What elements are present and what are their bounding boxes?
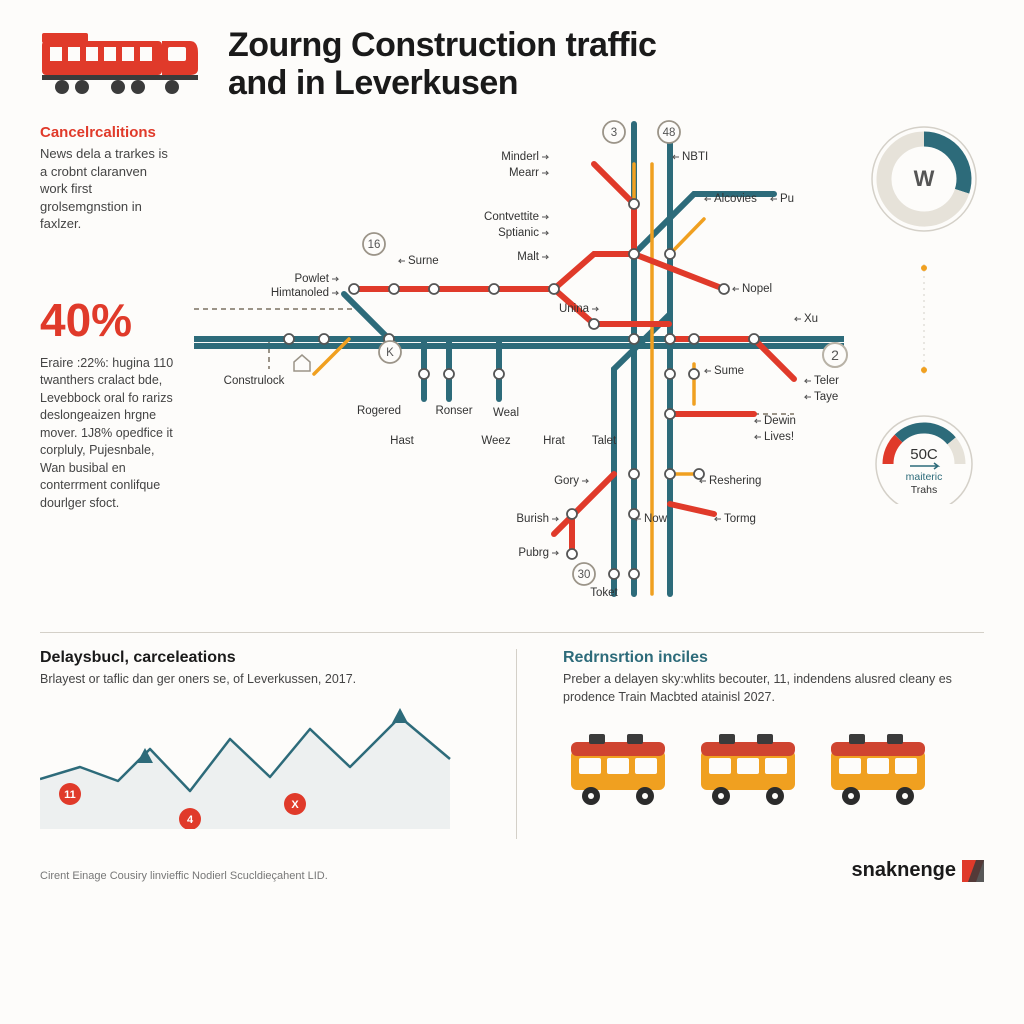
svg-text:Alcovies: Alcovies: [714, 193, 757, 205]
map-badge-2: 2: [822, 342, 848, 368]
svg-text:3: 3: [611, 127, 617, 139]
svg-text:Surne: Surne: [408, 255, 439, 267]
big-percent: 40%: [40, 293, 174, 347]
separator: [40, 632, 984, 633]
svg-text:Hrat: Hrat: [543, 435, 566, 447]
svg-text:Weez: Weez: [481, 435, 510, 447]
svg-text:Powlet: Powlet: [294, 273, 329, 285]
svg-text:Burish: Burish: [516, 513, 549, 525]
transit-map: 3 48 16 K 30 Minderl Mearr NBTI Alcovies Pu Contve…: [194, 114, 844, 614]
svg-text:Sptianic: Sptianic: [498, 227, 539, 239]
svg-text:48: 48: [663, 127, 676, 139]
svg-text:Pu: Pu: [780, 193, 794, 205]
infographic-page: Zourng Construction traffic and in Lever…: [0, 0, 1024, 1024]
svg-text:Construlock: Construlock: [224, 375, 285, 387]
svg-text:Trahs: Trahs: [911, 484, 937, 496]
svg-text:Gory: Gory: [554, 475, 579, 487]
brand-mark-icon: [962, 860, 984, 882]
svg-text:Himtanoled: Himtanoled: [271, 287, 329, 299]
percent-text: Eraire :22%: hugina 110 twanthers cralac…: [40, 355, 174, 513]
svg-text:Toket: Toket: [590, 587, 618, 599]
bus-icon: [563, 728, 673, 808]
svg-text:Tormg: Tormg: [724, 513, 756, 525]
svg-text:Talet: Talet: [592, 435, 617, 447]
title-line1: Zourng Construction traffic: [228, 26, 656, 64]
delays-text: Brlayest or taflic dan ger oners se, of …: [40, 671, 470, 689]
page-title: Zourng Construction traffic and in Lever…: [228, 26, 656, 102]
donut-chart: W: [869, 124, 979, 234]
footer: Cirent Einage Cousiry linvieffic Nodierl…: [40, 859, 984, 882]
rerouting-text: Preber a delayen sky:whlits becouter, 11…: [563, 671, 984, 706]
bus-row: [563, 728, 984, 808]
svg-text:50C: 50C: [910, 446, 938, 463]
cancellations-head: Cancelrcalitions: [40, 124, 174, 141]
svg-text:Taye: Taye: [814, 391, 838, 403]
svg-text:Minderl: Minderl: [501, 151, 539, 163]
rerouting-head: Redrnsrtion inciles: [563, 649, 984, 667]
svg-text:Xu: Xu: [804, 313, 818, 325]
gauge-chart: 50C maitericTrahs: [864, 404, 984, 504]
right-column: W 50C maitericTrahs: [864, 114, 984, 614]
svg-text:Mearr: Mearr: [509, 167, 539, 179]
svg-text:Dewin: Dewin: [764, 415, 796, 427]
svg-text:Hast: Hast: [390, 435, 414, 447]
bus-icon: [823, 728, 933, 808]
credit-text: Cirent Einage Cousiry linvieffic Nodierl…: [40, 870, 328, 882]
svg-text:Lives!: Lives!: [764, 431, 794, 443]
main-area: Cancelrcalitions News dela a trarkes is …: [40, 114, 984, 614]
bottom-area: Delaysbucl, carceleations Brlayest or ta…: [40, 649, 984, 839]
delays-head: Delaysbucl, carceleations: [40, 649, 470, 667]
svg-text:Unina: Unina: [559, 303, 590, 315]
svg-text:Teler: Teler: [814, 375, 839, 387]
svg-text:NBTI: NBTI: [682, 151, 708, 163]
svg-text:Weal: Weal: [493, 407, 519, 419]
svg-text:Contvettite: Contvettite: [484, 211, 539, 223]
svg-text:4: 4: [187, 814, 194, 826]
svg-text:11: 11: [64, 789, 76, 801]
connector-line: [921, 264, 927, 374]
header: Zourng Construction traffic and in Lever…: [40, 26, 984, 102]
cancellations-text: News dela a trarkes is a crobnt claranve…: [40, 145, 174, 233]
svg-text:16: 16: [368, 239, 381, 251]
svg-text:Now: Now: [644, 513, 668, 525]
svg-text:Nopel: Nopel: [742, 283, 772, 295]
rerouting-col: Redrnsrtion inciles Preber a delayen sky…: [563, 649, 984, 839]
svg-text:Reshering: Reshering: [709, 475, 761, 487]
title-line2: and in Leverkusen: [228, 64, 518, 102]
svg-text:Pubrg: Pubrg: [518, 547, 549, 559]
brand-text: snaknenge: [852, 859, 956, 882]
line-chart: 11 4 X: [40, 699, 470, 829]
svg-text:Sume: Sume: [714, 365, 744, 377]
svg-text:Ronser: Ronser: [435, 405, 472, 417]
svg-text:Rogered: Rogered: [357, 405, 401, 417]
map-svg: 3 48 16 K 30 Minderl Mearr NBTI Alcovies Pu Contve…: [194, 114, 844, 614]
svg-text:30: 30: [578, 569, 591, 581]
svg-text:K: K: [386, 347, 394, 359]
svg-text:W: W: [914, 166, 935, 191]
train-icon: [40, 29, 200, 99]
delays-col: Delaysbucl, carceleations Brlayest or ta…: [40, 649, 470, 839]
brand: snaknenge: [852, 859, 984, 882]
v-separator: [516, 649, 517, 839]
svg-text:X: X: [291, 799, 299, 811]
svg-text:maiteric: maiteric: [906, 471, 943, 483]
bus-icon: [693, 728, 803, 808]
gauge-block: 50C maitericTrahs: [864, 404, 984, 509]
svg-text:Malt: Malt: [517, 251, 540, 263]
left-column: Cancelrcalitions News dela a trarkes is …: [40, 114, 174, 614]
